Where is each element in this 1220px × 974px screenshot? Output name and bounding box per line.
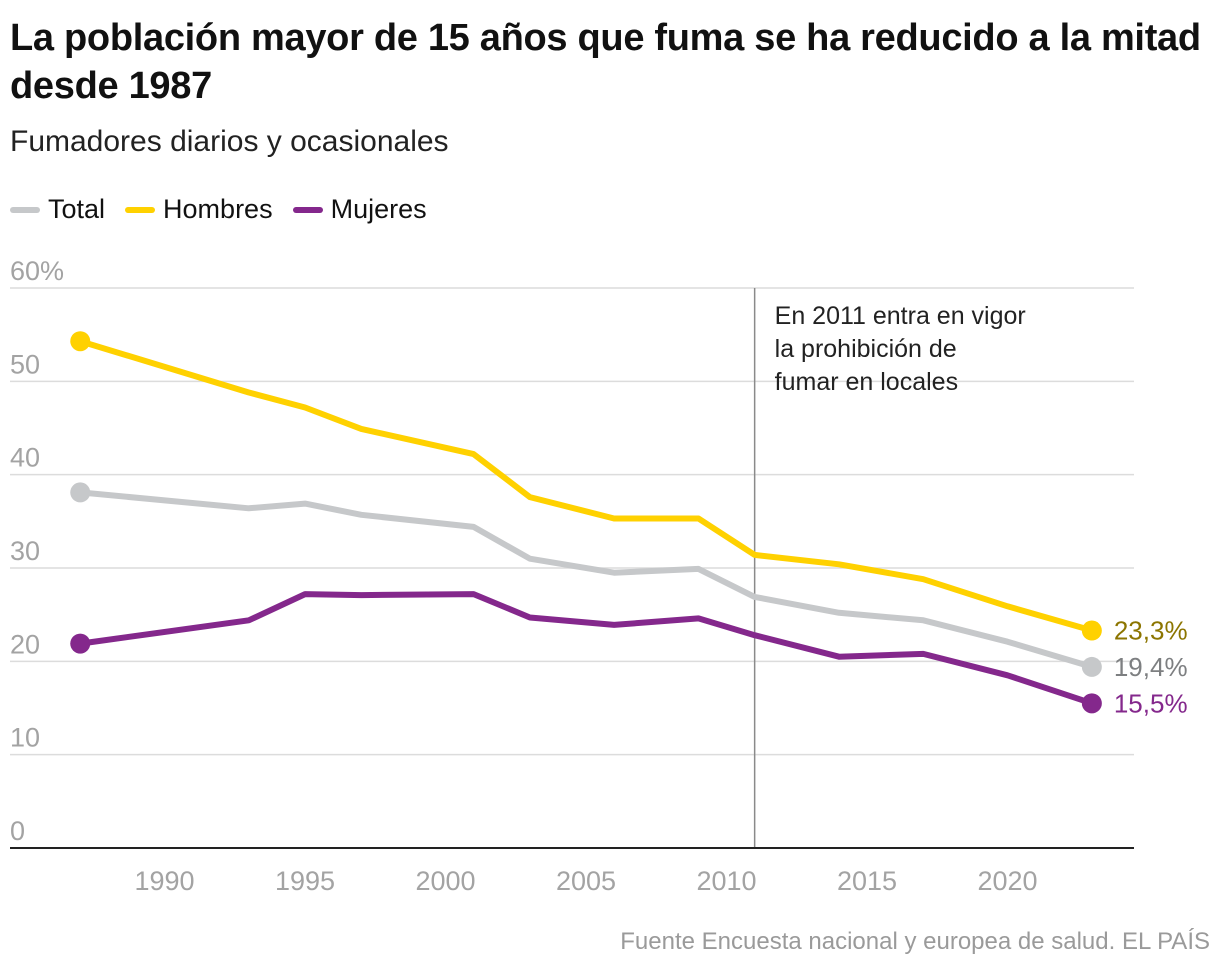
series-end-label-mujeres: 15,5% [1114,688,1188,718]
x-tick-label-1995: 1995 [275,866,335,896]
legend-item-hombres: Hombres [125,194,273,225]
x-tick-label-2015: 2015 [837,866,897,896]
x-tick-label-2020: 2020 [978,866,1038,896]
series-line-total [77,489,1095,670]
legend-swatch-mujeres [292,206,323,213]
source-note: Fuente Encuesta nacional y europea de sa… [620,928,1210,955]
legend-label-hombres: Hombres [163,194,273,224]
series-start-point-total [70,482,91,503]
legend: Total Hombres Mujeres [10,194,447,225]
legend-label-mujeres: Mujeres [330,194,427,224]
series-end-label-hombres: 23,3% [1114,616,1188,646]
annotation-text-line-0: En 2011 entra en vigor [775,302,1026,330]
legend-item-total: Total [10,194,105,225]
annotation-text-line-1: la prohibición de [775,335,957,363]
legend-label-total: Total [48,194,106,224]
series-start-point-mujeres [70,633,91,654]
y-tick-label-10: 10 [10,723,40,753]
y-tick-label-30: 30 [10,536,40,566]
y-tick-label-60: 60% [10,256,64,286]
y-tick-label-50: 50 [10,349,40,379]
y-tick-label-0: 0 [10,816,25,846]
x-tick-label-2010: 2010 [697,866,757,896]
series-line-hombres [77,338,1095,634]
series-end-point-total [1081,656,1102,677]
series-start-point-hombres [70,331,91,352]
x-tick-label-2000: 2000 [416,866,476,896]
x-tick-label-2005: 2005 [556,866,616,896]
legend-swatch-total [10,206,40,213]
y-tick-label-40: 40 [10,443,40,473]
y-tick-label-20: 20 [10,629,40,659]
chart-subtitle: Fumadores diarios y ocasionales [10,125,449,158]
legend-swatch-hombres [125,206,156,213]
annotation-text-line-2: fumar en locales [775,368,958,396]
series-end-point-hombres [1081,620,1102,641]
legend-item-mujeres: Mujeres [292,194,427,225]
series-end-label-total: 19,4% [1114,652,1188,682]
chart-title: La población mayor de 15 años que fuma s… [10,17,1201,107]
x-tick-label-1990: 1990 [135,866,195,896]
series-line-mujeres [77,591,1095,707]
series-end-point-mujeres [1081,693,1102,714]
